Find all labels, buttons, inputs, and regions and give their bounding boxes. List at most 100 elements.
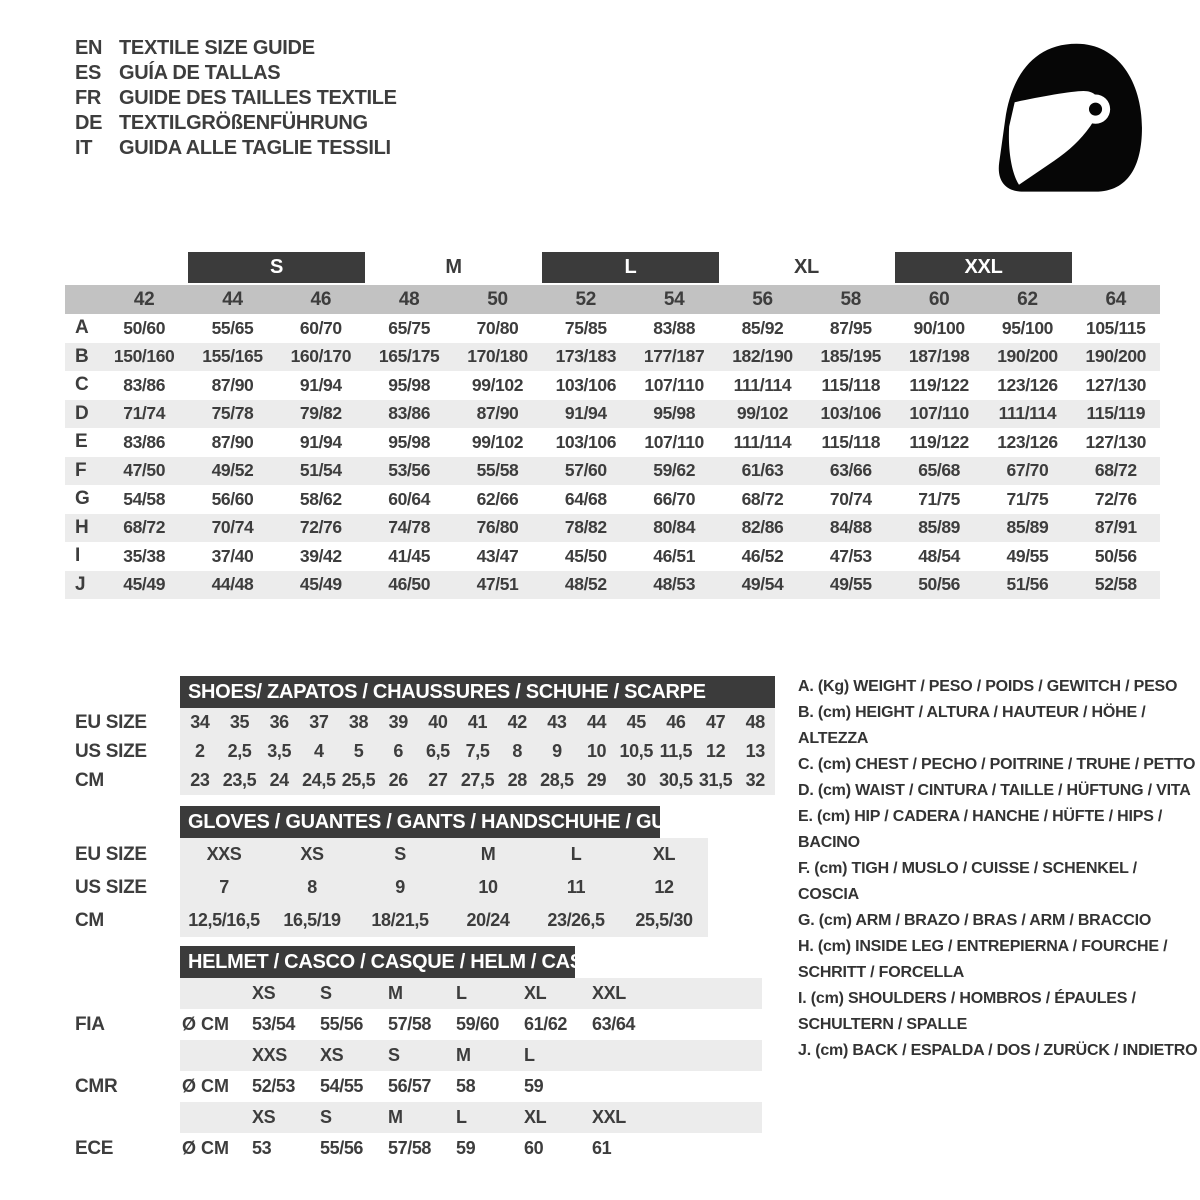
measurement-value: 115/118 xyxy=(821,431,881,452)
table-row: D 71/74 75/78 79/82 83/86 87/90 91/94 95/98 99/… xyxy=(65,399,1160,428)
size-value: 12 xyxy=(705,741,726,761)
row-values: 23 23,5 24 24,5 25,5 26 27 27,5 28 28,5 29 30 30,5 31… xyxy=(180,766,775,795)
measurement-value: 111/114 xyxy=(733,431,792,452)
size-value: 40 xyxy=(428,712,448,732)
measurement-value: 177/187 xyxy=(643,346,705,367)
size-value: 11 xyxy=(566,877,586,897)
helmet-diameter-value: 56/57 xyxy=(388,1076,432,1096)
helmet-diameter-value: 57/58 xyxy=(388,1014,432,1034)
measurement-value: 46/50 xyxy=(388,574,431,595)
measurement-value: 68/72 xyxy=(123,517,166,538)
legend-item: C. (cm) CHEST / PECHO / POITRINE / TRUHE… xyxy=(798,756,1196,773)
numeric-size-cell: 48 xyxy=(398,288,420,310)
measurement-value: 127/130 xyxy=(1085,374,1147,395)
size-value: 8 xyxy=(307,877,317,897)
measurement-value: 50/60 xyxy=(123,317,166,338)
measurement-value: 115/119 xyxy=(1086,403,1146,424)
legend-item: J. (cm) BACK / ESPALDA / DOS / ZURÜCK / … xyxy=(798,1042,1198,1059)
size-value: 6,5 xyxy=(425,741,450,761)
size-value: 18/21,5 xyxy=(371,910,429,930)
size-value: 34 xyxy=(190,712,210,732)
helmet-icon xyxy=(982,30,1154,202)
table-row: C 83/86 87/90 91/94 95/98 99/102 103/106 107/1… xyxy=(65,371,1160,400)
helmet-value-cells: 52/53 54/55 56/57 58 59 xyxy=(252,1076,592,1097)
size-value: XS xyxy=(300,844,324,864)
size-chip-xxl: XXL xyxy=(895,252,1072,283)
helmet-diameter-value: 63/64 xyxy=(592,1014,636,1034)
size-value: 10 xyxy=(586,741,607,761)
size-value: L xyxy=(570,844,582,864)
measurement-value: 72/76 xyxy=(299,517,342,538)
helmet-table-title: HELMET / CASCO / CASQUE / HELM / CASCO xyxy=(180,946,612,978)
measurement-value: 170/180 xyxy=(467,346,528,367)
measurement-value: 58/62 xyxy=(299,488,342,509)
helmet-standard-block: XS S M L XL XXL FIA Ø CM 53/54 55/56 57/58 59/60… xyxy=(65,978,762,1040)
measurement-values: 83/86 87/90 91/94 95/98 99/102 103/106 107/110… xyxy=(100,375,1160,396)
measurement-value: 91/94 xyxy=(299,431,342,452)
measurement-value: 74/78 xyxy=(388,517,431,538)
size-value: 10 xyxy=(478,877,498,897)
size-value: M xyxy=(480,844,496,864)
size-value: 29 xyxy=(586,770,607,790)
measurement-value: 87/90 xyxy=(476,403,519,424)
size-value: 30 xyxy=(626,770,647,790)
helmet-size-label: XL xyxy=(524,983,547,1003)
helmet-size-header-row: XS S M L XL XXL xyxy=(65,1102,762,1133)
helmet-diameter-value: 53/54 xyxy=(252,1014,296,1034)
size-value: 2,5 xyxy=(227,741,252,761)
measurement-value: 83/88 xyxy=(653,317,696,338)
size-value: 28 xyxy=(507,770,528,790)
row-label: EU SIZE xyxy=(75,711,147,733)
measurement-value: 49/54 xyxy=(741,574,784,595)
size-value: XL xyxy=(652,844,676,864)
measurement-value: 39/42 xyxy=(299,545,342,566)
helmet-size-label: M xyxy=(456,1045,471,1065)
measurement-value: 190/200 xyxy=(1085,346,1147,367)
measurement-value: 99/102 xyxy=(471,431,524,452)
measurement-value: 119/122 xyxy=(909,431,969,452)
measurement-value: 83/86 xyxy=(123,431,166,452)
measurement-value: 87/90 xyxy=(211,374,254,395)
table-row: G 54/58 56/60 58/62 60/64 62/66 64/68 66/70 68/… xyxy=(65,485,1160,514)
table-row: I 35/38 37/40 39/42 41/45 43/47 45/50 46/51 46/… xyxy=(65,542,1160,571)
measurement-value: 70/74 xyxy=(829,488,872,509)
size-value: 35 xyxy=(229,712,250,732)
row-label: US SIZE xyxy=(75,740,147,762)
measurement-values: 50/60 55/65 60/70 65/75 70/80 75/85 83/88 85/92… xyxy=(100,318,1160,339)
measurement-values: 150/160 155/165 160/170 165/175 170/180 173/1… xyxy=(100,346,1160,367)
helmet-value-cells: 53/54 55/56 57/58 59/60 61/62 63/64 xyxy=(252,1014,660,1035)
helmet-standard-block: XS S M L XL XXL ECE Ø CM 53 55/56 57/58 59 60 61 xyxy=(65,1102,762,1164)
size-value: 47 xyxy=(705,712,726,732)
diameter-label: Ø CM xyxy=(182,1014,229,1034)
measurement-value: 47/51 xyxy=(476,574,519,595)
helmet-size-cells: XS S M L XL XXL xyxy=(252,1107,660,1128)
size-guide-title: TEXTILGRÖßENFÜHRUNG xyxy=(119,112,368,134)
measurement-rows: A 50/60 55/65 60/70 65/75 70/80 75/85 83/88 85/… xyxy=(65,314,1160,599)
gloves-table-title: GLOVES / GUANTES / GANTS / HANDSCHUHE / … xyxy=(180,806,711,838)
measurement-value: 48/53 xyxy=(653,574,696,595)
helmet-size-header-row: XXS XS S M L xyxy=(65,1040,762,1071)
measurement-value: 107/110 xyxy=(909,403,969,424)
helmet-diameter-value: 55/56 xyxy=(320,1138,364,1158)
measurement-value: 107/110 xyxy=(644,431,704,452)
measurement-value: 65/75 xyxy=(388,317,431,338)
size-value: 39 xyxy=(388,712,409,732)
language-code: FR xyxy=(75,87,102,109)
measurement-value: 95/98 xyxy=(388,374,431,395)
gloves-rows: EU SIZE XXS XS S M L XL US SIZE 7 8 9 10 11 12 CM … xyxy=(65,838,708,937)
measurement-value: 91/94 xyxy=(564,403,607,424)
measurement-letter: C xyxy=(75,374,89,396)
helmet-diameter-value: 61 xyxy=(592,1138,612,1158)
measurement-value: 35/38 xyxy=(123,545,166,566)
measurement-value: 75/85 xyxy=(564,317,607,338)
size-value: 4 xyxy=(314,741,324,761)
helmet-size-label: S xyxy=(388,1045,400,1065)
legend-item: G. (cm) ARM / BRAZO / BRAS / ARM / BRACC… xyxy=(798,912,1152,929)
measurement-values: 47/50 49/52 51/54 53/56 55/58 57/60 59/62 61/63… xyxy=(100,460,1160,481)
measurement-value: 43/47 xyxy=(476,545,519,566)
size-value: 6 xyxy=(393,741,403,761)
measurement-value: 127/130 xyxy=(1085,431,1147,452)
shoes-size-table: SHOES/ ZAPATOS / CHAUSSURES / SCHUHE / S… xyxy=(65,676,775,795)
measurement-value: 76/80 xyxy=(476,517,519,538)
size-value: 7,5 xyxy=(465,741,490,761)
